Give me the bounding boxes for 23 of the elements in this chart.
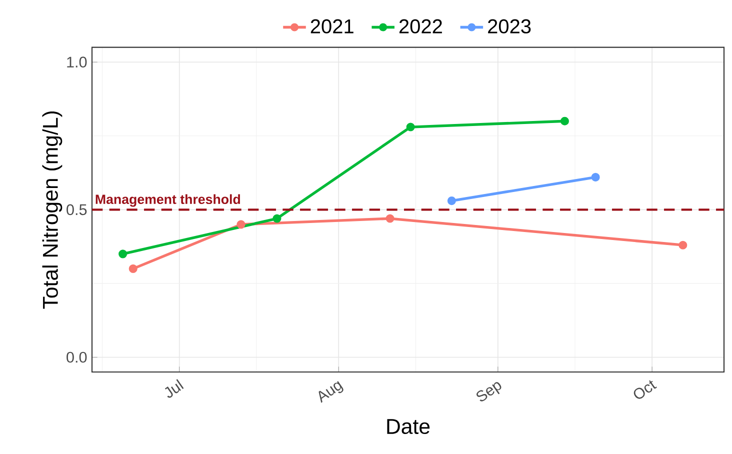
x-tick-label: Sep [476,382,502,402]
point [447,196,456,206]
legend-label: 2021 [310,19,354,34]
y-tick-label: 0.5 [66,204,87,216]
x-tick-label: Jul [164,379,184,398]
point [406,122,415,132]
point [272,214,282,223]
y-tick-label: 0.0 [66,352,87,363]
y-tick-label: 1.0 [67,56,87,68]
x-axis-title: Date [387,419,430,434]
legend-label: 2023 [488,19,531,34]
y-axis-title: Total Nitrogen (mg/L) [42,111,62,309]
x-tick-label: Aug [318,381,344,403]
ref-line-label: Management threshold [96,194,240,207]
point [560,116,569,126]
legend-label: 2022 [399,19,442,34]
point [128,264,138,273]
point [236,220,246,229]
x-tick-label: Oct [634,380,657,399]
point [591,172,600,182]
point [118,250,128,258]
point [386,214,394,223]
point [678,240,688,250]
